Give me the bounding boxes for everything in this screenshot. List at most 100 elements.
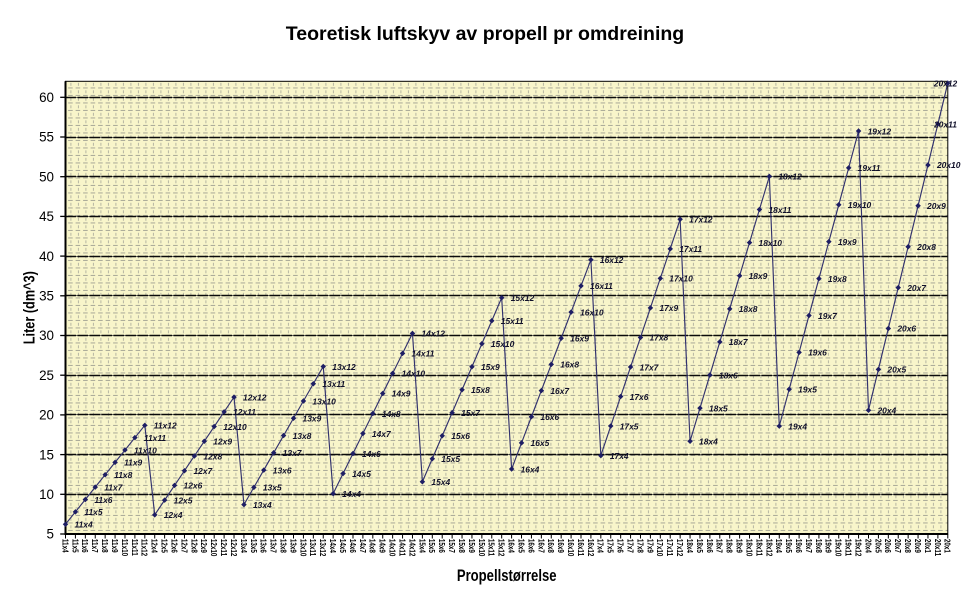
- svg-text:18x6: 18x6: [705, 539, 715, 553]
- svg-text:19x4: 19x4: [774, 539, 784, 553]
- svg-text:16x7: 16x7: [536, 539, 546, 553]
- svg-text:17x8: 17x8: [635, 539, 645, 553]
- svg-text:12x9: 12x9: [213, 437, 232, 447]
- svg-text:19x10: 19x10: [848, 200, 872, 210]
- svg-text:13x7: 13x7: [283, 448, 303, 458]
- svg-text:20x10: 20x10: [936, 160, 961, 170]
- svg-text:25: 25: [39, 368, 54, 383]
- svg-text:11x11: 11x11: [130, 539, 140, 556]
- svg-text:12x10: 12x10: [223, 422, 247, 432]
- svg-text:15x7: 15x7: [461, 408, 481, 418]
- svg-text:18x7: 18x7: [729, 337, 749, 347]
- svg-text:12x4: 12x4: [150, 539, 160, 553]
- svg-text:17x4: 17x4: [610, 451, 629, 461]
- svg-text:16x12: 16x12: [600, 255, 624, 265]
- svg-text:19x4: 19x4: [788, 421, 807, 431]
- svg-text:11x6: 11x6: [94, 495, 112, 505]
- svg-text:20x11: 20x11: [933, 119, 957, 129]
- svg-text:18x10: 18x10: [744, 539, 754, 557]
- svg-text:20x5: 20x5: [873, 539, 883, 553]
- svg-text:14x11: 14x11: [397, 539, 407, 556]
- svg-text:17x6: 17x6: [616, 539, 626, 553]
- svg-text:17x6: 17x6: [630, 392, 649, 402]
- svg-text:20x12: 20x12: [933, 79, 958, 89]
- svg-text:20x9: 20x9: [913, 539, 923, 553]
- svg-text:15x11: 15x11: [487, 539, 497, 556]
- svg-text:15x10: 15x10: [491, 339, 515, 349]
- svg-text:14x12: 14x12: [407, 539, 417, 557]
- svg-text:14x7: 14x7: [358, 539, 368, 553]
- svg-text:19x5: 19x5: [784, 539, 794, 553]
- svg-text:15x4: 15x4: [417, 539, 427, 553]
- svg-text:13x9: 13x9: [303, 414, 322, 424]
- svg-text:14x4: 14x4: [328, 539, 338, 553]
- svg-text:12x5: 12x5: [174, 495, 193, 505]
- svg-text:18x6: 18x6: [719, 370, 738, 380]
- svg-text:13x8: 13x8: [279, 539, 289, 553]
- svg-text:17x9: 17x9: [659, 303, 678, 313]
- svg-text:19x9: 19x9: [824, 539, 834, 553]
- svg-text:16x12: 16x12: [586, 539, 596, 557]
- svg-text:11x4: 11x4: [75, 520, 93, 530]
- svg-text:16x8: 16x8: [546, 539, 556, 553]
- svg-text:15x12: 15x12: [497, 539, 507, 557]
- svg-text:18x4: 18x4: [685, 539, 695, 553]
- svg-text:18x9: 18x9: [735, 539, 745, 553]
- svg-text:18x10: 18x10: [759, 238, 783, 248]
- svg-text:18x11: 18x11: [768, 205, 791, 215]
- svg-text:17x8: 17x8: [649, 333, 668, 343]
- svg-text:14x8: 14x8: [382, 409, 401, 419]
- svg-text:30: 30: [39, 328, 54, 343]
- svg-text:40: 40: [39, 249, 54, 264]
- svg-text:12x9: 12x9: [199, 539, 209, 553]
- svg-text:12x6: 12x6: [169, 539, 179, 553]
- svg-text:14x8: 14x8: [368, 539, 378, 553]
- svg-text:18x9: 18x9: [749, 271, 768, 281]
- svg-text:12x11: 12x11: [233, 407, 256, 417]
- svg-text:14x10: 14x10: [388, 539, 398, 557]
- svg-text:11x10: 11x10: [134, 445, 157, 455]
- svg-text:14x6: 14x6: [362, 449, 381, 459]
- svg-text:11x5: 11x5: [84, 507, 102, 517]
- svg-text:5: 5: [47, 527, 54, 542]
- svg-text:13x9: 13x9: [288, 539, 298, 553]
- svg-text:13x12: 13x12: [332, 362, 356, 372]
- svg-text:17x10: 17x10: [655, 539, 665, 557]
- svg-text:20x4: 20x4: [863, 539, 873, 553]
- svg-text:13x6: 13x6: [259, 539, 269, 553]
- svg-text:18x7: 18x7: [715, 539, 725, 553]
- svg-text:13x4: 13x4: [239, 539, 249, 553]
- svg-text:19x9: 19x9: [838, 237, 857, 247]
- svg-text:11x11: 11x11: [144, 433, 167, 443]
- svg-text:11x8: 11x8: [114, 470, 132, 480]
- svg-text:19x10: 19x10: [834, 539, 844, 557]
- svg-text:19x5: 19x5: [798, 385, 817, 395]
- svg-text:15: 15: [39, 447, 54, 462]
- svg-text:13x10: 13x10: [312, 396, 336, 406]
- svg-text:12x7: 12x7: [193, 466, 213, 476]
- svg-text:16x8: 16x8: [560, 360, 579, 370]
- svg-text:16x7: 16x7: [550, 386, 570, 396]
- svg-text:20x9: 20x9: [926, 201, 946, 211]
- svg-text:14x9: 14x9: [378, 539, 388, 553]
- svg-text:Propellstørrelse: Propellstørrelse: [457, 566, 557, 585]
- svg-text:15x6: 15x6: [437, 539, 447, 553]
- svg-text:60: 60: [39, 90, 54, 105]
- svg-text:16x5: 16x5: [531, 438, 550, 448]
- svg-text:17x7: 17x7: [625, 539, 635, 553]
- svg-text:14x4: 14x4: [342, 489, 361, 499]
- svg-text:13x11: 13x11: [308, 539, 318, 556]
- svg-text:35: 35: [39, 289, 54, 304]
- svg-text:20x1: 20x1: [923, 539, 933, 553]
- svg-text:14x5: 14x5: [352, 469, 371, 479]
- svg-text:20x6: 20x6: [883, 539, 893, 553]
- svg-text:15x9: 15x9: [467, 539, 477, 553]
- svg-text:20x6: 20x6: [896, 324, 916, 334]
- svg-text:11x4: 11x4: [60, 539, 70, 553]
- svg-text:13x6: 13x6: [273, 465, 292, 475]
- svg-text:20x8: 20x8: [916, 242, 936, 252]
- svg-text:14x6: 14x6: [348, 539, 358, 553]
- svg-text:12x4: 12x4: [164, 510, 183, 520]
- svg-text:19x7: 19x7: [818, 311, 838, 321]
- svg-text:13x4: 13x4: [253, 500, 272, 510]
